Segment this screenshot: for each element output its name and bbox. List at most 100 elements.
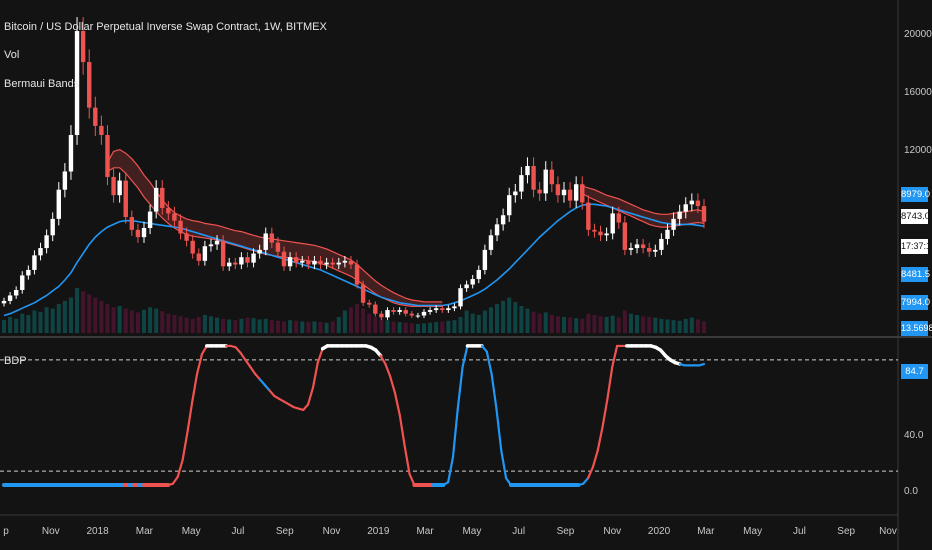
candle-body <box>567 189 573 201</box>
candle-body <box>598 231 603 236</box>
candle-body <box>580 184 585 203</box>
bdp-tag-value: 84.7 <box>901 364 928 379</box>
candle-body <box>482 249 488 270</box>
bdp-line-segment <box>587 465 595 480</box>
time-tick: Mar <box>416 526 434 537</box>
candle-body <box>239 257 244 265</box>
candle-body <box>293 257 299 263</box>
bdp-line-segment <box>601 397 609 428</box>
candle-body <box>214 240 220 245</box>
volume-bar <box>598 316 603 333</box>
candle-body <box>32 255 37 270</box>
volume-bar <box>105 304 110 333</box>
candle-body <box>604 233 609 236</box>
candle-body <box>592 229 597 232</box>
volume-bar <box>555 316 560 333</box>
symbol-title: Bitcoin / US Dollar Perpetual Inverse Sw… <box>4 21 327 33</box>
time-tick: p <box>3 526 9 537</box>
candle-body <box>190 240 195 254</box>
legend-bermaui-bands: Bermaui Bands <box>4 78 80 90</box>
volume-bar <box>196 316 201 333</box>
candle-body <box>488 235 494 250</box>
volume-bar <box>263 318 268 333</box>
time-tick: Mar <box>135 526 153 537</box>
volume-bar <box>586 313 591 333</box>
volume-bar <box>568 317 573 333</box>
volume-bar <box>208 316 213 333</box>
candle-body <box>513 191 518 196</box>
candle-body <box>537 189 542 194</box>
volume-bar <box>50 308 55 333</box>
candle-body <box>269 233 275 243</box>
candle-body <box>80 31 86 63</box>
candle-body <box>275 242 281 252</box>
candle-body <box>452 306 457 309</box>
price-tag-vol2: 7994.0 <box>901 295 931 310</box>
candle-body <box>653 249 658 252</box>
bdp-line-segment <box>490 372 498 410</box>
bdp-line-segment <box>451 407 459 459</box>
volume-bar <box>142 309 146 333</box>
candle-body <box>233 262 238 265</box>
volume-bar <box>202 315 207 333</box>
volume-bar <box>62 300 67 333</box>
candle-body <box>324 262 329 265</box>
bdp-line-segment <box>495 407 503 452</box>
candle-body <box>446 308 451 311</box>
time-tick: 2020 <box>647 526 671 537</box>
volume-bar <box>495 304 500 333</box>
bdp-line-segment <box>258 378 266 386</box>
volume-bar <box>160 311 165 333</box>
pane-separator <box>0 336 932 338</box>
candle-body <box>519 175 524 192</box>
time-tick: Jul <box>231 526 245 537</box>
volume-bar <box>269 320 274 333</box>
bdp-line-segment <box>384 362 392 378</box>
candle-body <box>312 260 317 265</box>
candle-body <box>220 240 226 267</box>
bdp-line-segment <box>485 350 493 375</box>
volume-bar <box>549 315 554 333</box>
bdp-tick-0: 0.0 <box>904 486 918 497</box>
volume-bar <box>610 315 615 333</box>
moving-average-line <box>3 203 705 317</box>
volume-bar <box>397 322 402 333</box>
bdp-line-segment <box>181 431 189 462</box>
volume-bar <box>440 321 445 333</box>
volume-bar <box>257 319 262 333</box>
candle-body <box>665 229 670 239</box>
volume-bar <box>543 312 548 333</box>
bdp-line-segment <box>316 347 324 364</box>
candle-body <box>543 169 548 194</box>
bermaui-band-lower <box>107 167 705 307</box>
candle-body <box>500 215 506 225</box>
time-tick: May <box>181 526 201 537</box>
candle-body <box>74 31 80 135</box>
volume-bar <box>129 310 134 333</box>
volume-bar <box>488 307 493 333</box>
volume-bar <box>111 307 116 333</box>
candle-body <box>391 310 396 312</box>
volume-bar <box>184 317 189 333</box>
candle-body <box>640 244 646 249</box>
price-tick-16000: 16000.0 <box>904 87 932 98</box>
time-tick: Nov <box>322 526 341 537</box>
volume-bar <box>227 319 232 333</box>
candle-body <box>257 249 262 254</box>
volume-bar <box>215 317 220 333</box>
volume-bar <box>403 322 408 333</box>
candle-body <box>397 310 402 312</box>
candle-body <box>354 264 360 285</box>
candle-body <box>202 246 208 261</box>
volume-bar <box>56 304 61 333</box>
candle-body <box>117 180 122 196</box>
candle-body <box>330 262 335 265</box>
volume-bar <box>233 320 238 333</box>
candle-body <box>616 213 621 223</box>
candle-body <box>360 284 366 303</box>
price-tick-20000: 20000.0 <box>904 29 932 40</box>
bdp-line-segment <box>302 403 310 412</box>
bdp-line-segment <box>389 375 397 395</box>
time-tick: 2019 <box>367 526 390 537</box>
